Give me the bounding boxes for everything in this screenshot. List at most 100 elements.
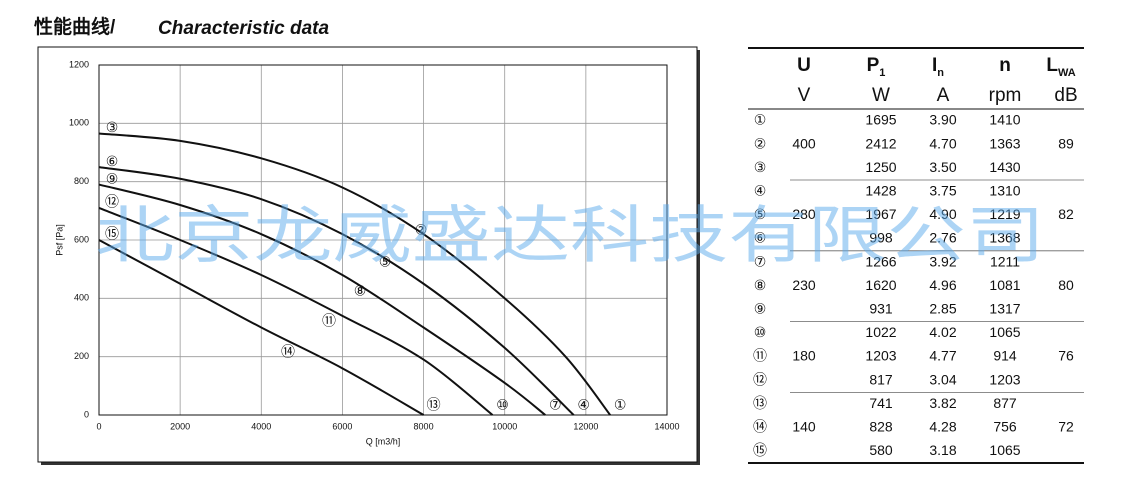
x-tick-label: 14000 [654, 421, 679, 431]
table-cell: 4.28 [929, 419, 956, 435]
noise-cell: 89 [1058, 135, 1074, 151]
row-index: ⑪ [753, 348, 767, 364]
voltage-cell: 140 [792, 419, 816, 435]
header-symbol: L [1046, 55, 1058, 76]
voltage-cell: 180 [792, 348, 816, 364]
curve-label: ① [614, 397, 627, 413]
y-tick-label: 1000 [69, 118, 89, 128]
curve-label: ⑪ [322, 313, 336, 329]
x-tick-label: 12000 [573, 421, 598, 431]
x-tick-label: 8000 [414, 421, 434, 431]
chart-frame [37, 46, 698, 463]
title-cn: 性能曲线/ [34, 15, 116, 38]
table-cell: 1203 [989, 371, 1020, 387]
row-index: ⑩ [754, 324, 767, 340]
curve [98, 206, 494, 416]
table-cell: 1430 [989, 159, 1020, 175]
table-cell: 1250 [865, 159, 896, 175]
table-cell: 580 [869, 442, 893, 458]
column-unit: W [872, 85, 890, 106]
voltage-cell: 400 [792, 135, 816, 151]
y-tick-label: 400 [74, 293, 89, 303]
row-index: ② [754, 135, 767, 151]
table-cell: 3.18 [929, 442, 956, 458]
table-cell: 1266 [865, 253, 896, 269]
table-cell: 3.90 [929, 112, 956, 128]
column-unit: dB [1054, 85, 1077, 106]
column-header: P1 [867, 55, 886, 79]
row-index: ⑤ [754, 206, 767, 222]
table-cell: 4.70 [929, 135, 956, 151]
table-cell: 1620 [865, 277, 896, 293]
header-subscript: n [937, 67, 944, 79]
table-cell: 4.90 [929, 206, 956, 222]
column-header: U [797, 55, 811, 76]
header-symbol: I [932, 55, 937, 76]
table-cell: 877 [993, 395, 1017, 411]
noise-cell: 80 [1058, 277, 1074, 293]
table-cell: 1363 [989, 135, 1020, 151]
table-cell: 1695 [865, 112, 896, 128]
table-cell: 741 [869, 395, 893, 411]
table-cell: 3.75 [929, 183, 956, 199]
y-tick-label: 1200 [69, 59, 89, 69]
table-cell: 2.85 [929, 301, 956, 317]
x-tick-label: 4000 [251, 421, 271, 431]
curve-label: ② [415, 222, 428, 238]
table-cell: 1081 [989, 277, 1020, 293]
title-en: Characteristic data [158, 18, 330, 39]
header-subscript: WA [1058, 67, 1076, 79]
row-index: ⑫ [753, 371, 767, 387]
row-index: ① [754, 112, 767, 128]
curve-label: ⑧ [354, 283, 367, 299]
x-tick-label: 2000 [170, 421, 190, 431]
curve [98, 183, 546, 416]
table-cell: 3.04 [929, 371, 956, 387]
header-symbol: P [867, 55, 880, 76]
table-cell: 2412 [865, 135, 896, 151]
table-cell: 4.77 [929, 348, 956, 364]
row-index: ⑭ [753, 419, 767, 435]
table-cell: 998 [869, 230, 893, 246]
table-cell: 1368 [989, 230, 1020, 246]
column-unit: A [937, 85, 950, 106]
watermark: 北京龙威盛达科技有限公司 [95, 201, 1045, 270]
curve-label: ⑭ [281, 344, 295, 360]
row-index: ⑦ [754, 253, 767, 269]
x-tick-label: 0 [96, 421, 101, 431]
table-cell: 817 [869, 371, 893, 387]
table-cell: 1967 [865, 206, 896, 222]
noise-cell: 82 [1058, 206, 1074, 222]
curve [98, 239, 425, 416]
y-tick-label: 0 [84, 409, 89, 419]
table-cell: 1219 [989, 206, 1020, 222]
curve [98, 166, 575, 416]
table-cell: 1211 [990, 253, 1020, 269]
column-header: In [932, 55, 944, 79]
curve-label: ④ [577, 397, 590, 413]
row-index: ④ [754, 183, 767, 199]
table-cell: 756 [993, 419, 1017, 435]
table-cell: 914 [993, 348, 1017, 364]
row-index: ⑧ [754, 277, 767, 293]
header-symbol: U [797, 55, 811, 76]
y-tick-label: 800 [74, 176, 89, 186]
row-index: ⑨ [754, 301, 767, 317]
x-tick-label: 6000 [332, 421, 352, 431]
row-index: ⑥ [754, 230, 767, 246]
column-header: LWA [1046, 55, 1075, 79]
curve-label: ⑦ [549, 397, 562, 413]
y-tick-label: 600 [74, 234, 89, 244]
curve-label: ⑤ [379, 254, 392, 270]
table-cell: 3.92 [929, 253, 956, 269]
curve-label: ⑫ [105, 194, 119, 210]
row-index: ⑮ [753, 442, 767, 458]
table-cell: 1410 [989, 112, 1020, 128]
table-cell: 1428 [865, 183, 896, 199]
voltage-cell: 230 [792, 277, 816, 293]
column-unit: V [798, 85, 811, 106]
table-cell: 828 [869, 419, 893, 435]
noise-cell: 72 [1058, 419, 1074, 435]
